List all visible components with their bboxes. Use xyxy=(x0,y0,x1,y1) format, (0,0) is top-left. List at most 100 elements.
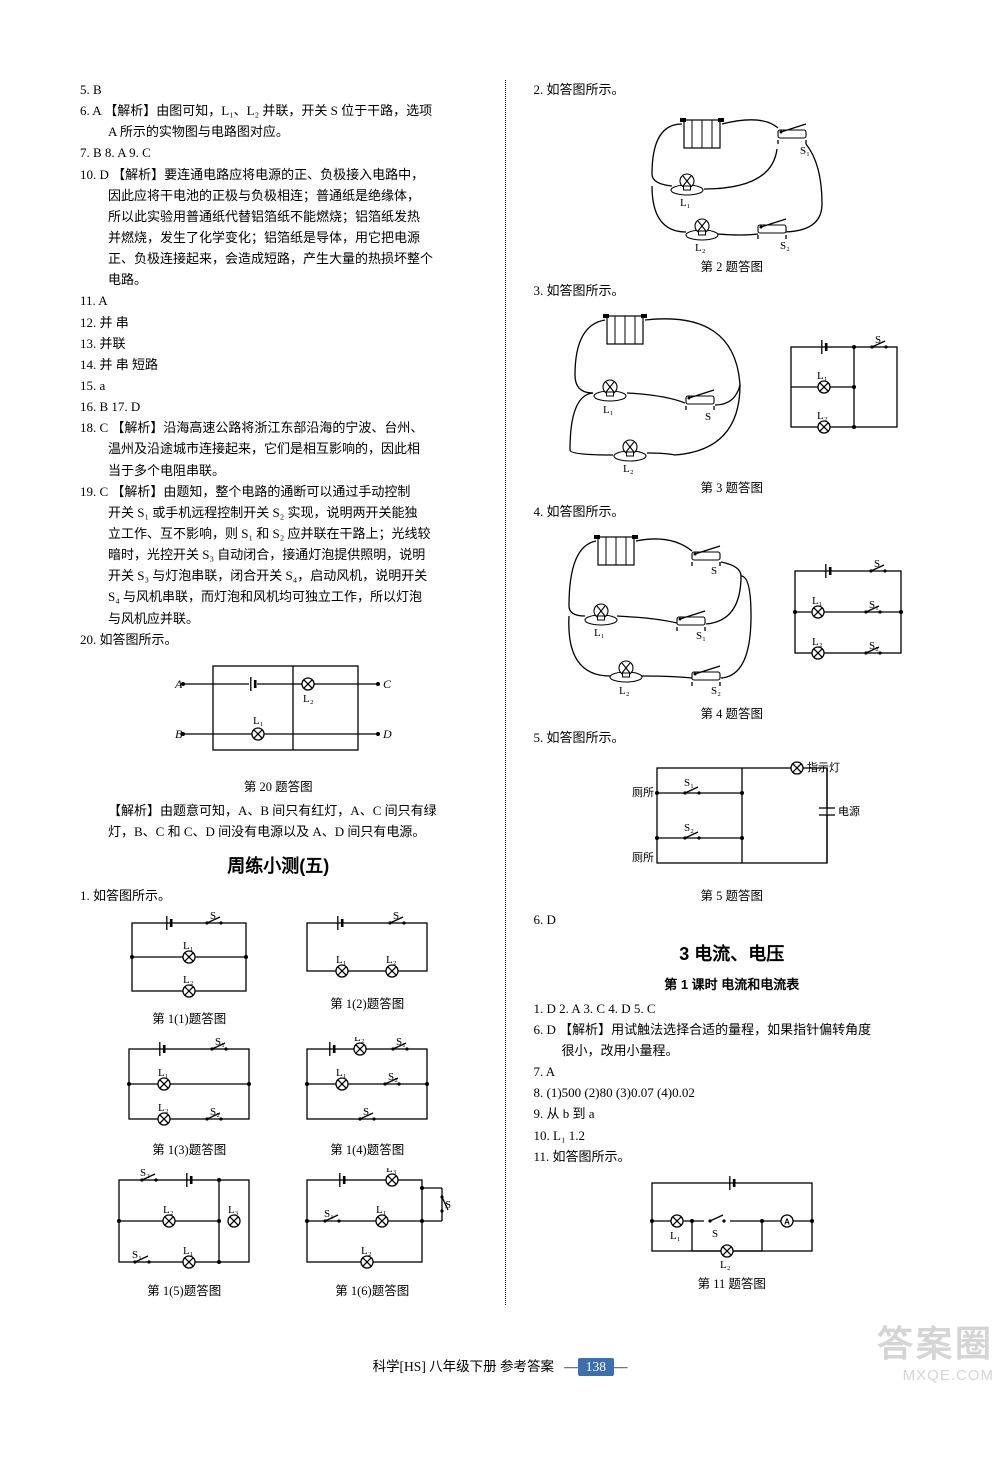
lbl-L1-20: L₁ xyxy=(253,715,264,727)
circuit-1-2: S L₁ L₂ xyxy=(292,911,442,991)
svg-text:L₁: L₁ xyxy=(376,1204,387,1216)
svg-text:S₁: S₁ xyxy=(396,1037,406,1048)
svg-text:L₂: L₂ xyxy=(695,242,706,254)
q20-exp-head: 【解析】由题意可知，A、B 间只有红灯，A、C 间只有绿 xyxy=(80,801,477,821)
svg-text:厕所: 厕所 xyxy=(632,851,654,864)
figrow-1-12: S L₁ L₂ 第 1(1)题答图 S L₁ xyxy=(80,907,477,1033)
svg-text:L₂: L₂ xyxy=(720,1259,731,1271)
q19-head: 19. C 【解析】由题知，整个电路的通断可以通过手动控制 xyxy=(80,482,477,502)
footer-subject: 科学[HS] 八年级下册 参考答案 xyxy=(373,1359,555,1374)
svg-text:L₁: L₁ xyxy=(680,197,691,209)
s10: 10. L₁ 1.2 xyxy=(534,1126,931,1146)
svg-text:L₁: L₁ xyxy=(158,1067,169,1079)
svg-text:S₂: S₂ xyxy=(869,640,879,652)
svg-text:L₃: L₃ xyxy=(386,1168,397,1175)
q6-head: 6. A 【解析】由图可知，L₁、L₂ 并联，开关 S 位于干路，选项 xyxy=(80,101,477,121)
circuit-w4-real: S L₁ S₁ L₂ S₂ xyxy=(551,526,761,701)
svg-text:S₂: S₂ xyxy=(140,1168,150,1179)
svg-text:L₂: L₂ xyxy=(163,1204,174,1216)
circuit-1-4: L₂ S₁ L₁ S₂ S xyxy=(292,1037,442,1137)
svg-text:S₂: S₂ xyxy=(684,822,694,834)
section-title: 3 电流、电压 xyxy=(534,940,931,966)
svg-text:L₂: L₂ xyxy=(354,1037,365,1044)
svg-text:L₁: L₁ xyxy=(594,627,605,639)
circuit-w2-real: S₁ L₁ L₂ S₂ xyxy=(622,104,842,254)
svg-text:指示灯: 指示灯 xyxy=(807,760,840,774)
svg-text:L₁: L₁ xyxy=(812,595,823,607)
s11-head: 11. 如答图所示。 xyxy=(534,1147,931,1167)
svg-text:L₂: L₂ xyxy=(619,685,630,697)
circuit-q20: A C L₂ B D L₁ xyxy=(163,654,393,774)
q18-l3: 当于多个电阻串联。 xyxy=(80,461,477,481)
circuit-w3-real: L₁ L₂ S xyxy=(555,305,755,475)
circuit-1-5: S₂ L₃ L₂ S₁ L₁ xyxy=(104,1168,264,1278)
svg-text:S: S xyxy=(210,911,216,922)
q16-17: 16. B 17. D xyxy=(80,397,477,417)
q20-exp-l2: 灯，B、C 和 C、D 间没有电源以及 A、D 间只有电源。 xyxy=(80,822,477,842)
w5-head: 5. 如答图所示。 xyxy=(534,728,931,748)
fig-w5: S₁ 厕所 S₂ 厕所 指示灯 电源 第 5 题答图 xyxy=(534,753,931,904)
svg-text:S₁: S₁ xyxy=(696,630,706,642)
q19-l7: 与风机应并联。 xyxy=(80,609,477,629)
circuit-1-1: S L₁ L₂ xyxy=(114,911,264,1006)
q12: 12. 并 串 xyxy=(80,313,477,333)
q19-l4: 暗时，光控开关 S₃ 自动闭合，接通灯泡提供照明，说明 xyxy=(80,545,477,565)
svg-text:S: S xyxy=(712,1228,718,1240)
q10-l6: 电路。 xyxy=(80,270,477,290)
fig-w3: L₁ L₂ S S xyxy=(534,305,931,496)
svg-text:S₂: S₂ xyxy=(210,1106,220,1118)
svg-text:S₂: S₂ xyxy=(445,1199,452,1211)
q19-l5: 开关 S₃ 与灯泡串联，闭合开关 S₄，启动风机，说明开关 xyxy=(80,566,477,586)
q10-l3: 所以此实验用普通纸代替铝箔纸不能燃烧；铝箔纸发热 xyxy=(80,207,477,227)
lbl-C: C xyxy=(383,677,392,691)
q7-9: 7. B 8. A 9. C xyxy=(80,143,477,163)
q5: 5. B xyxy=(80,80,477,100)
s8: 8. (1)500 (2)80 (3)0.07 (4)0.02 xyxy=(534,1083,931,1103)
svg-text:S₁: S₁ xyxy=(215,1037,225,1048)
svg-text:L₁: L₁ xyxy=(336,1067,347,1079)
svg-text:S₁: S₁ xyxy=(869,599,879,611)
q14: 14. 并 串 短路 xyxy=(80,355,477,375)
circuit-w3-schematic: S L₁ L₂ xyxy=(779,335,909,445)
q19-l2: 开关 S₁ 或手机远程控制开关 S₂ 实现，说明两开关能独 xyxy=(80,503,477,523)
q10-l5: 正、负极连接起来，会造成短路，产生大量的热损坏整个 xyxy=(80,249,477,269)
svg-text:L₂: L₂ xyxy=(623,463,634,475)
svg-text:L₁: L₁ xyxy=(670,1230,681,1242)
circuit-w4-schematic: S L₁ S₁ L₂ S₂ xyxy=(783,559,913,669)
w4-head: 4. 如答图所示。 xyxy=(534,502,931,522)
svg-text:S: S xyxy=(711,565,717,577)
q10-head: 10. D 【解析】要连通电路应将电源的正、负极接入电路中， xyxy=(80,165,477,185)
lbl-L2-20: L₂ xyxy=(303,693,314,705)
q19-l3: 立工作、互不影响，则 S₁ 和 S₂ 应并联在干路上；光线较 xyxy=(80,524,477,544)
w6: 6. D xyxy=(534,910,931,930)
fig20-caption: 第 20 题答图 xyxy=(244,776,313,795)
weekly-title: 周练小测(五) xyxy=(80,852,477,878)
circuit-w5: S₁ 厕所 S₂ 厕所 指示灯 电源 xyxy=(602,753,862,883)
figrow-1-56: S₂ L₃ L₂ S₁ L₁ 第 1(5)题答图 xyxy=(80,1164,477,1305)
w1-head: 1. 如答图所示。 xyxy=(80,886,477,906)
q13: 13. 并联 xyxy=(80,334,477,354)
column-divider xyxy=(505,80,506,1305)
svg-text:S₁: S₁ xyxy=(132,1249,142,1261)
q20-head: 20. 如答图所示。 xyxy=(80,630,477,650)
w2-head: 2. 如答图所示。 xyxy=(534,80,931,100)
fig-w2: S₁ L₁ L₂ S₂ 第 2 题答图 xyxy=(534,104,931,275)
q6-body: A 所示的实物图与电路图对应。 xyxy=(80,122,477,142)
svg-text:L₂: L₂ xyxy=(812,636,823,648)
svg-text:厕所: 厕所 xyxy=(632,786,654,799)
svg-text:L₁: L₁ xyxy=(336,954,347,966)
lbl-D: D xyxy=(382,727,392,741)
lbl-B: B xyxy=(175,727,183,741)
svg-text:S: S xyxy=(874,559,880,570)
svg-text:L₁: L₁ xyxy=(183,1245,194,1257)
svg-text:S: S xyxy=(705,411,711,423)
s6-l2: 很小，改用小量程。 xyxy=(534,1041,931,1061)
svg-text:L₃: L₃ xyxy=(228,1204,239,1216)
s9: 9. 从 b 到 a xyxy=(534,1104,931,1124)
svg-text:L₂: L₂ xyxy=(183,974,194,986)
circuit-1-3: S₁ L₁ L₂ S₂ xyxy=(114,1037,264,1137)
page-number: 138 xyxy=(578,1358,614,1376)
svg-text:L₂: L₂ xyxy=(158,1102,169,1114)
svg-text:L₂: L₂ xyxy=(361,1245,372,1257)
q19-l6: S₄ 与风机串联，而灯泡和风机均可独立工作，所以灯泡 xyxy=(80,587,477,607)
